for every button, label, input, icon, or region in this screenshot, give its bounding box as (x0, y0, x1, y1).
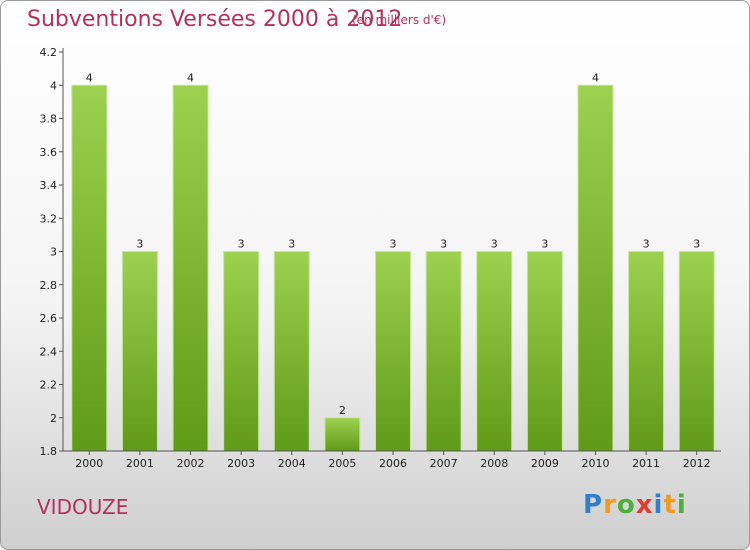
bars-group: 4 3 4 3 3 2 3 3 3 3 4 3 3 (71, 71, 715, 452)
proxiti-logo[interactable]: Proxiti (583, 490, 687, 520)
data-label: 3 (390, 238, 397, 251)
bar (425, 251, 462, 452)
bar (476, 251, 513, 452)
x-tick-label: 2009 (531, 457, 559, 470)
y-tick-label: 2.8 (40, 279, 58, 292)
chart-subtitle: (en milliers d'€) (352, 13, 447, 27)
y-tick-label: 1.8 (40, 445, 58, 458)
data-label: 3 (491, 238, 498, 251)
data-label: 3 (440, 238, 447, 251)
bar (678, 251, 715, 452)
commune-name: VIDOUZE (37, 495, 129, 519)
y-tick-label: 4 (50, 79, 57, 92)
bar (628, 251, 665, 452)
y-tick-label: 3.2 (40, 212, 58, 225)
bar (577, 84, 614, 452)
bar (324, 417, 361, 452)
bar (223, 251, 260, 452)
bar (172, 84, 209, 452)
data-label: 4 (592, 71, 599, 84)
y-tick-label: 2.4 (40, 345, 58, 358)
logo-letter: P (583, 490, 604, 520)
logo-letter: o (616, 490, 636, 520)
bar (121, 251, 158, 452)
x-tick-label: 2010 (581, 457, 609, 470)
x-tick-label: 2003 (227, 457, 255, 470)
data-label: 3 (643, 238, 650, 251)
bar (71, 84, 108, 452)
data-label: 3 (288, 238, 295, 251)
logo-letter: i (676, 490, 687, 520)
axes-group: 2000 2001 2002 2003 2004 2005 2006 2007 2008 2009… (40, 46, 721, 470)
x-tick-label: 2007 (430, 457, 458, 470)
x-tick-label: 2005 (328, 457, 356, 470)
y-tick-label: 4.2 (40, 46, 58, 59)
x-tick-label: 2006 (379, 457, 407, 470)
y-tick-label: 2.2 (40, 379, 58, 392)
y-tick-label: 3.6 (40, 146, 58, 159)
logo-letter: i (653, 490, 664, 520)
y-tick-label: 3 (50, 246, 57, 259)
x-tick-label: 2000 (75, 457, 103, 470)
y-tick-label: 3.8 (40, 113, 58, 126)
data-label: 3 (693, 238, 700, 251)
y-tick-label: 2.6 (40, 312, 58, 325)
y-tick-label: 3.4 (40, 179, 58, 192)
data-label: 4 (187, 71, 194, 84)
x-tick-label: 2008 (480, 457, 508, 470)
logo-letter: x (635, 490, 654, 520)
x-tick-label: 2001 (126, 457, 154, 470)
x-tick-label: 2002 (177, 457, 205, 470)
x-tick-label: 2004 (278, 457, 306, 470)
data-label: 3 (541, 238, 548, 251)
data-label: 3 (238, 238, 245, 251)
y-tick-label: 2 (50, 412, 57, 425)
chart-title: Subventions Versées 2000 à 2012 (27, 7, 403, 32)
logo-letter: t (663, 490, 677, 520)
data-label: 2 (339, 404, 346, 417)
logo-letter: r (603, 490, 617, 520)
data-label: 3 (136, 238, 143, 251)
bar (273, 251, 310, 452)
x-tick-label: 2011 (632, 457, 660, 470)
bar (526, 251, 563, 452)
x-tick-label: 2012 (683, 457, 711, 470)
bar (375, 251, 411, 452)
data-label: 4 (86, 71, 93, 84)
